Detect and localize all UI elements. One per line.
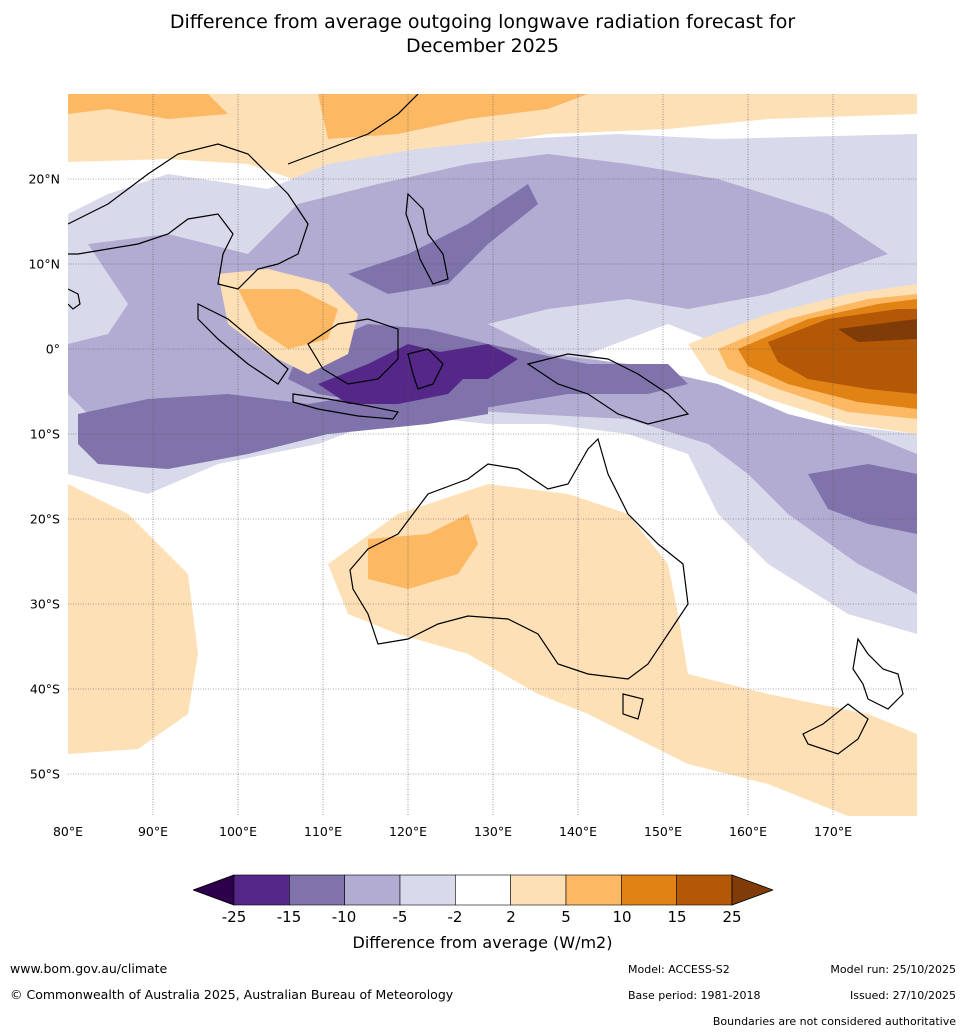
title-line-1: Difference from average outgoing longwav… <box>169 11 796 33</box>
anomaly-region-neg10-philippines <box>348 184 538 294</box>
tasmania-coastline <box>622 693 644 720</box>
lon-label-120e: 120°E <box>388 824 428 839</box>
anomaly-region-malay-pos5 <box>238 289 338 349</box>
footer-model: Model: ACCESS-S2 <box>628 963 730 976</box>
colorbar-segments <box>233 874 733 906</box>
colorbar-tick: 25 <box>722 908 742 926</box>
colorbar-tick: -25 <box>221 908 247 926</box>
borneo-coastline <box>307 318 399 385</box>
colorbar-under-arrow <box>193 874 235 906</box>
colorbar-over-arrow <box>731 874 773 906</box>
lon-label-130e: 130°E <box>473 824 513 839</box>
lat-label-40s: 40°S <box>29 681 60 697</box>
se-asia-coastline <box>68 143 309 290</box>
colorbar-tick: 10 <box>612 908 632 926</box>
anomaly-region-south-pos2 <box>68 484 198 754</box>
coastlines <box>68 94 904 755</box>
sumatra-coastline <box>197 303 289 385</box>
footer-disclaimer: Boundaries are not considered authoritat… <box>712 1015 956 1028</box>
colorbar-tick: -2 <box>447 908 463 926</box>
map-panel <box>68 94 917 816</box>
australia-coastline <box>349 437 689 680</box>
chart-title: Difference from average outgoing longwav… <box>0 10 965 58</box>
lon-label-160e: 160°E <box>728 824 768 839</box>
lon-label-150e: 150°E <box>643 824 683 839</box>
footer-issued: Issued: 27/10/2025 <box>849 989 956 1002</box>
lat-label-50s: 50°S <box>29 766 60 782</box>
lat-label-10s: 10°S <box>29 426 60 442</box>
colorbar-segment <box>455 874 511 906</box>
footer-base-period: Base period: 1981-2018 <box>628 989 761 1002</box>
java-coastline <box>292 393 400 420</box>
colorbar-segment <box>565 874 622 906</box>
lat-label-20s: 20°S <box>29 511 60 527</box>
new-guinea-coastline <box>526 353 690 425</box>
footer-model-run: Model run: 25/10/2025 <box>830 963 956 976</box>
lon-label-90e: 90°E <box>137 824 169 839</box>
colorbar-tick: 2 <box>506 908 516 926</box>
anomaly-region-nw-pos5 <box>68 94 228 119</box>
colorbar-tick: 15 <box>667 908 687 926</box>
colorbar-segment <box>676 874 733 906</box>
anomaly-region-neg10-indian <box>78 384 488 469</box>
philippines-coastline <box>405 192 449 285</box>
lat-label-0: 0° <box>45 341 60 357</box>
lon-label-140e: 140°E <box>558 824 598 839</box>
anomaly-region-australia-pos2 <box>328 484 917 816</box>
anomaly-region-neg15-east <box>428 344 518 379</box>
anomaly-map <box>68 94 917 816</box>
colorbar-tick: -5 <box>392 908 408 926</box>
colorbar-label: Difference from average (W/m2) <box>352 933 613 952</box>
anomaly-region-neg10-pacific-south <box>808 464 917 534</box>
new-zealand-coastline <box>802 637 904 755</box>
lat-label-10n: 10°N <box>28 256 60 272</box>
anomaly-region-north-positive <box>68 94 917 184</box>
sulawesi-coastline <box>407 348 444 390</box>
sri-lanka-coastline <box>68 288 81 310</box>
colorbar-segment <box>621 874 677 906</box>
colorbar <box>193 874 773 906</box>
colorbar-tick: -15 <box>276 908 302 926</box>
colorbar-segment <box>510 874 567 906</box>
grid-lines <box>68 94 917 816</box>
anomaly-region-australia-pos5 <box>368 514 478 589</box>
footer-url: www.bom.gov.au/climate <box>10 961 168 976</box>
colorbar-tick: -10 <box>331 908 357 926</box>
anomaly-region-pacific-pos25 <box>838 319 917 342</box>
footer-copyright: © Commonwealth of Australia 2025, Austra… <box>10 987 454 1002</box>
colorbar-tick: 5 <box>561 908 571 926</box>
anomaly-region-neg15-core <box>318 344 468 404</box>
lon-label-80e: 80°E <box>52 824 84 839</box>
china-coastline <box>287 94 419 165</box>
colorbar-segment <box>289 874 345 906</box>
lat-label-20n: 20°N <box>28 171 60 187</box>
colorbar-segment <box>233 874 290 906</box>
title-line-2: December 2025 <box>406 35 559 57</box>
anomaly-region-north-pos5 <box>318 94 588 139</box>
lon-label-170e: 170°E <box>813 824 853 839</box>
lat-label-30s: 30°S <box>29 596 60 612</box>
lon-label-110e: 110°E <box>303 824 343 839</box>
lon-label-100e: 100°E <box>218 824 258 839</box>
colorbar-segment <box>399 874 456 906</box>
colorbar-segment <box>344 874 401 906</box>
